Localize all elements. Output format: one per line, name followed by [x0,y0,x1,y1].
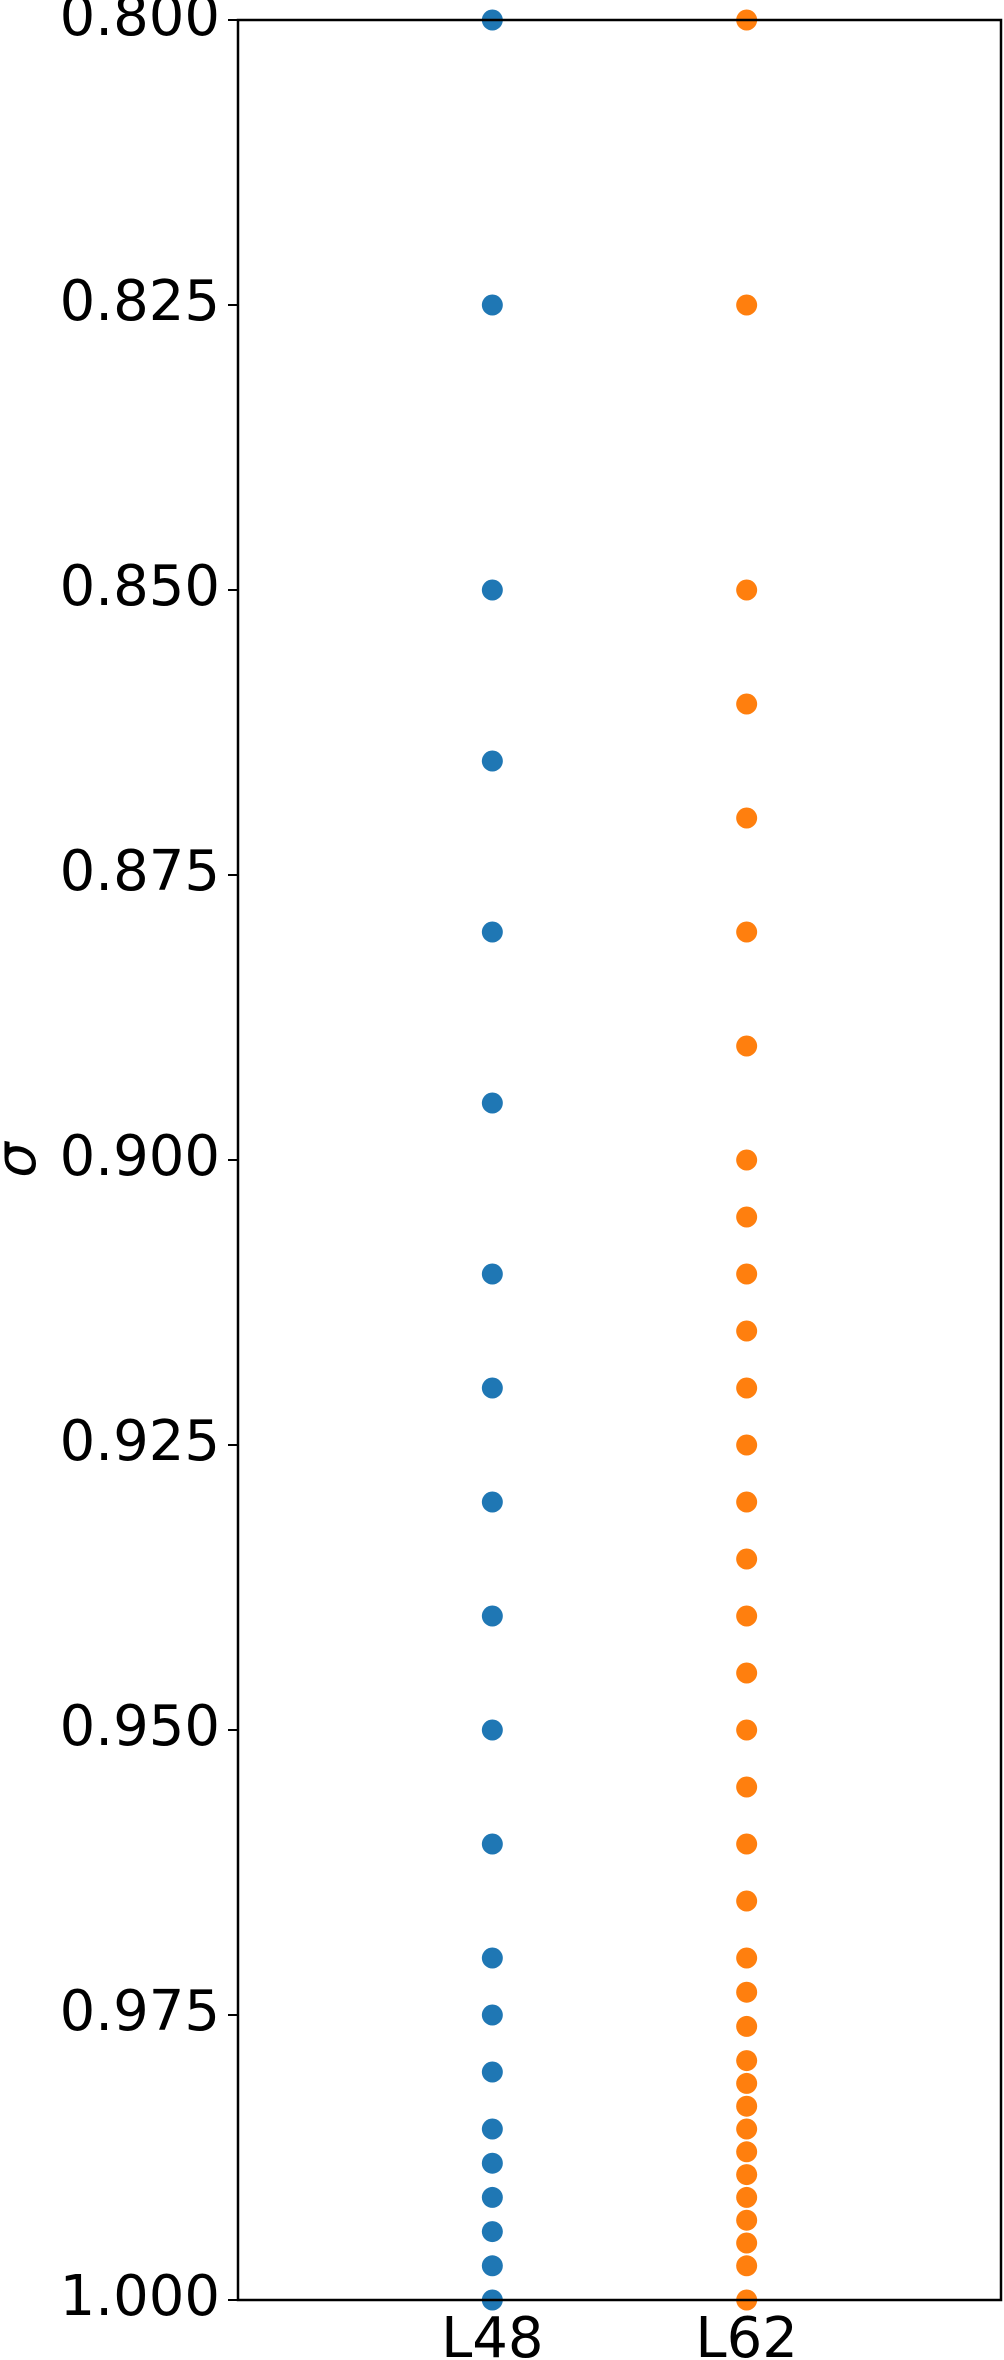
point [481,1491,503,1513]
point [481,750,503,772]
point [736,921,758,943]
point [736,1947,758,1969]
point [481,1833,503,1855]
point [736,693,758,715]
point [736,579,758,601]
point [736,2209,758,2231]
point [481,2221,503,2243]
point [481,2118,503,2140]
point [481,1719,503,1741]
point [481,1092,503,1114]
point [736,1605,758,1627]
y-axis-label: σ [0,1141,49,1178]
point [481,1605,503,1627]
y-tick-label: 0.925 [60,1409,220,1474]
point [736,1320,758,1342]
point [481,1377,503,1399]
point [736,1491,758,1513]
point [736,2015,758,2037]
y-tick-label: 0.850 [60,554,220,619]
point [736,2186,758,2208]
y-tick-label: 0.900 [60,1124,220,1189]
point [736,1890,758,1912]
point [481,2186,503,2208]
point [736,1206,758,1228]
y-tick-label: 0.800 [60,0,220,49]
point [736,1981,758,2003]
point [736,1035,758,1057]
point [481,2255,503,2277]
point [481,1263,503,1285]
point [481,2004,503,2026]
point [481,2061,503,2083]
point [481,294,503,316]
point [736,2141,758,2163]
point [736,2095,758,2117]
y-tick-label: 0.950 [60,1694,220,1759]
point [481,2152,503,2174]
point [481,579,503,601]
y-tick-label: 1.000 [60,2264,220,2329]
x-tick-label: L62 [695,2306,797,2360]
point [736,2255,758,2277]
point [736,1719,758,1741]
point [736,294,758,316]
point [736,2050,758,2072]
point [736,2164,758,2186]
y-tick-label: 0.875 [60,839,220,904]
point [736,1833,758,1855]
point [736,2118,758,2140]
plot-frame [236,18,1003,2302]
point [481,1947,503,1969]
point [736,1776,758,1798]
point [736,1263,758,1285]
point [736,807,758,829]
x-tick-label: L48 [441,2306,543,2360]
point [481,921,503,943]
y-tick-label: 0.825 [60,269,220,334]
point [736,1434,758,1456]
y-tick-label: 0.975 [60,1979,220,2044]
point [736,2232,758,2254]
point [736,1662,758,1684]
point [736,1377,758,1399]
point [736,2072,758,2094]
point [736,1149,758,1171]
point [736,1548,758,1570]
